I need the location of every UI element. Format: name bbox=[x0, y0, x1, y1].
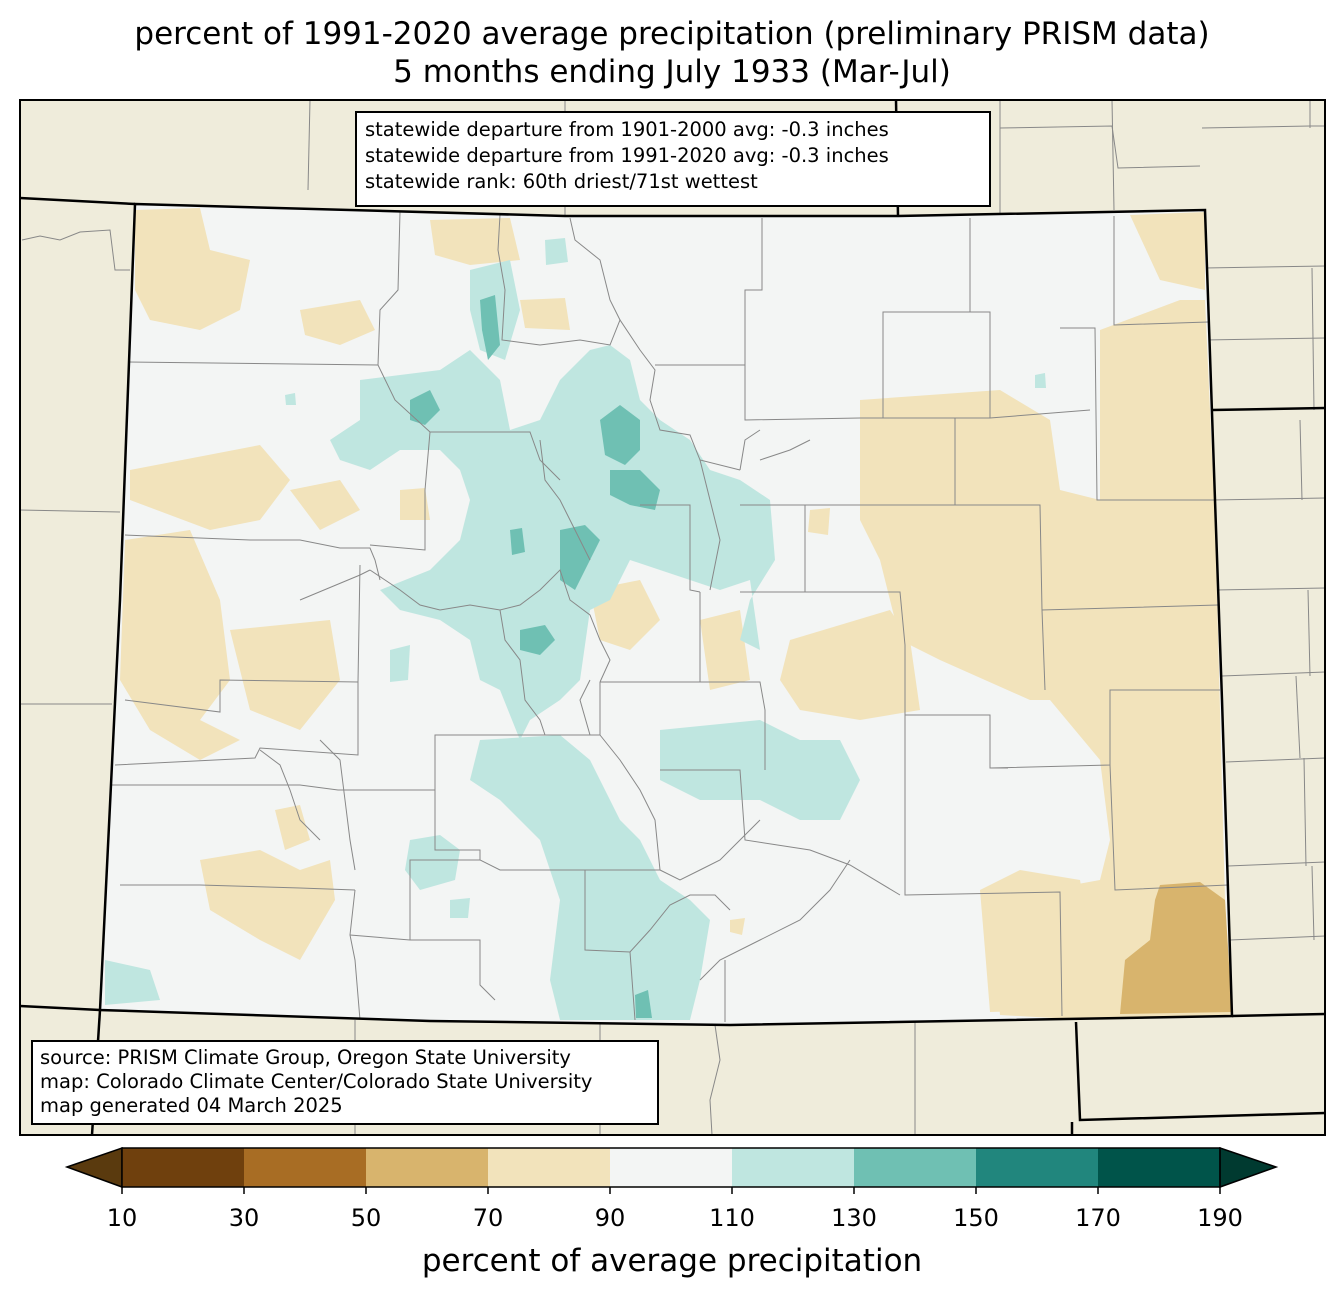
source-line: source: PRISM Climate Group, Oregon Stat… bbox=[40, 1046, 571, 1069]
statewide-stats-box: statewide departure from 1901-2000 avg: … bbox=[355, 111, 991, 207]
colorado-county-lines bbox=[110, 211, 1229, 1022]
colorbar-bin-50-70 bbox=[366, 1148, 488, 1187]
map-title-line2: 5 months ending July 1933 (Mar-Jul) bbox=[393, 54, 951, 90]
stats-rank: statewide rank: 60th driest/71st wettest bbox=[365, 170, 758, 193]
map-frame bbox=[19, 99, 1326, 1136]
colorado-precip-field bbox=[100, 204, 1232, 1025]
colorbar-bin-30-50 bbox=[244, 1148, 366, 1187]
colorbar-tick-label: 50 bbox=[350, 1204, 382, 1232]
colorbar-bin-10-30 bbox=[122, 1148, 244, 1187]
neighbor-county-lines bbox=[20, 100, 1325, 1135]
colorbar-tick-label: 90 bbox=[594, 1204, 626, 1232]
colorbar-bin-90-110 bbox=[610, 1148, 732, 1187]
stats-departure-1901-2000: statewide departure from 1901-2000 avg: … bbox=[365, 118, 889, 141]
colorbar-tick-label: 190 bbox=[1197, 1204, 1243, 1232]
colorbar bbox=[64, 1146, 1279, 1194]
colorado-state-border bbox=[98, 202, 1234, 1027]
stats-departure-1991-2020: statewide departure from 1991-2020 avg: … bbox=[365, 144, 889, 167]
colorbar-tick-label: 110 bbox=[709, 1204, 755, 1232]
source-box: source: PRISM Climate Group, Oregon Stat… bbox=[31, 1040, 659, 1125]
colorbar-tick-label: 130 bbox=[831, 1204, 877, 1232]
colorbar-bin-70-90 bbox=[488, 1148, 610, 1187]
colorbar-bin-150-170 bbox=[976, 1148, 1098, 1187]
colorbar-over-arrow bbox=[1219, 1146, 1279, 1189]
colorbar-outline bbox=[121, 1147, 1221, 1188]
colorbar-tick-label: 70 bbox=[472, 1204, 504, 1232]
generated-date-line: map generated 04 March 2025 bbox=[40, 1094, 343, 1117]
map-credit-line: map: Colorado Climate Center/Colorado St… bbox=[40, 1070, 593, 1093]
colorbar-bin-170-190 bbox=[1098, 1148, 1220, 1187]
colorbar-bin-110-130 bbox=[732, 1148, 854, 1187]
map-title-line1: percent of 1991-2020 average precipitati… bbox=[134, 16, 1210, 52]
colorbar-tick-label: 30 bbox=[228, 1204, 260, 1232]
colorbar-tick-label: 170 bbox=[1075, 1204, 1121, 1232]
colorbar-bin-130-150 bbox=[854, 1148, 976, 1187]
colorbar-tick-label: 150 bbox=[953, 1204, 999, 1232]
colorbar-tick-label: 10 bbox=[106, 1204, 138, 1232]
colorbar-under-arrow bbox=[64, 1146, 123, 1189]
colorbar-title: percent of average precipitation bbox=[421, 1243, 923, 1279]
